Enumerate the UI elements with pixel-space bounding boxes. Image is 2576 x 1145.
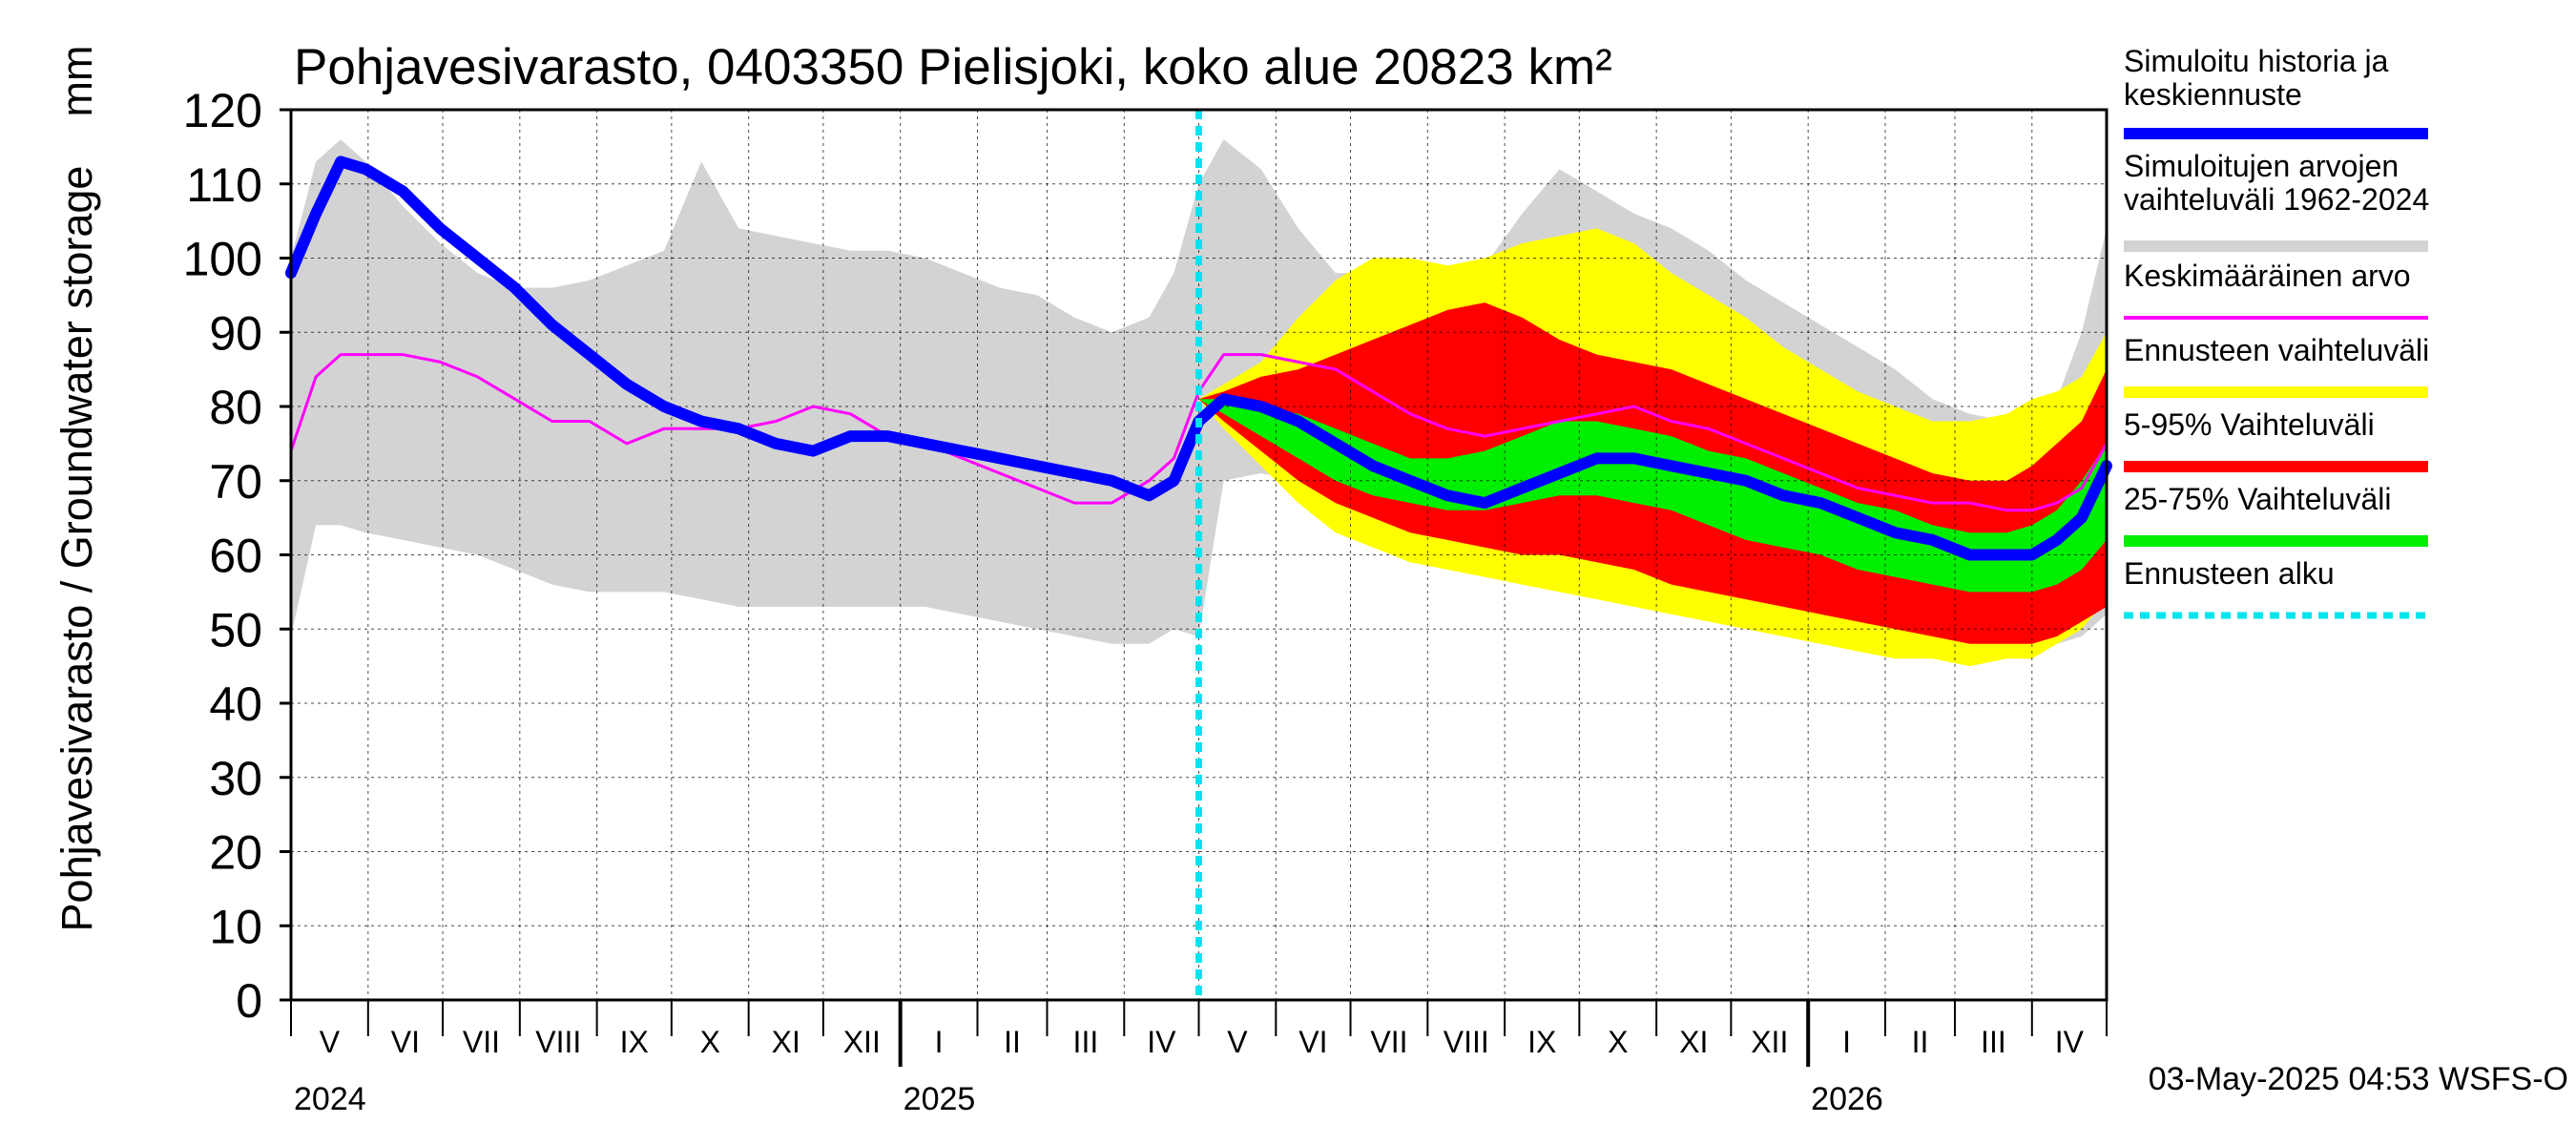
y-tick-label: 70: [209, 455, 262, 509]
legend-label: Ennusteen vaihteluväli: [2124, 333, 2429, 367]
y-tick-label: 80: [209, 381, 262, 434]
footer-timestamp: 03-May-2025 04:53 WSFS-O: [2149, 1061, 2568, 1097]
y-tick-label: 110: [186, 158, 262, 212]
chart-title: Pohjavesivarasto, 0403350 Pielisjoki, ko…: [294, 39, 1612, 95]
month-label: III: [1073, 1025, 1099, 1059]
y-axis-unit: mm: [52, 46, 101, 117]
y-tick-label: 50: [209, 603, 262, 656]
month-label: IX: [620, 1025, 649, 1059]
month-label: XI: [772, 1025, 800, 1059]
legend: Simuloitu historia ja keskiennuste Simuloi…: [2124, 44, 2429, 619]
month-label: V: [320, 1025, 341, 1059]
month-label: XI: [1679, 1025, 1708, 1059]
year-label: 2026: [1811, 1081, 1883, 1117]
month-label: IX: [1527, 1025, 1556, 1059]
month-label: II: [1912, 1025, 1929, 1059]
year-label: 2025: [904, 1081, 976, 1117]
month-label: VIII: [1444, 1025, 1489, 1059]
y-tick-label: 10: [209, 900, 262, 953]
month-label: VI: [1298, 1025, 1327, 1059]
month-label: III: [1981, 1025, 2006, 1059]
month-label: II: [1004, 1025, 1021, 1059]
legend-label: Keskimääräinen arvo: [2124, 259, 2411, 293]
legend-label: 5-95% Vaihteluväli: [2124, 407, 2375, 442]
y-tick-label: 120: [183, 84, 262, 137]
year-label: 2024: [294, 1081, 366, 1117]
month-label: VII: [1370, 1025, 1407, 1059]
month-label: XII: [1751, 1025, 1788, 1059]
legend-label: Simuloitujen arvojen vaihteluväli 1962-20…: [2124, 149, 2429, 217]
month-label: IV: [2055, 1025, 2085, 1059]
y-tick-label: 100: [183, 233, 262, 286]
y-tick-label: 60: [209, 530, 262, 583]
month-label: XII: [843, 1025, 881, 1059]
grid-lines: [291, 109, 2107, 1000]
month-label: VII: [463, 1025, 500, 1059]
y-tick-label: 0: [236, 974, 262, 1028]
month-label: IV: [1147, 1025, 1176, 1059]
y-tick-label: 90: [209, 306, 262, 360]
y-tick-label: 40: [209, 677, 262, 731]
month-label: X: [1608, 1025, 1628, 1059]
y-tick-label: 30: [209, 752, 262, 805]
legend-label: Simuloitu historia ja keskiennuste: [2124, 44, 2389, 112]
y-axis: 0 10 20 30 40 50 60 70 80 90 100 110 120: [183, 84, 291, 1028]
x-axis: V VI VII VIII IX X XI XII I II III IV V VI VII VIII IX X X…: [290, 1000, 2108, 1117]
month-label: VIII: [535, 1025, 581, 1059]
y-axis-label: Pohjavesivarasto / Groundwater storage: [52, 166, 101, 932]
month-label: V: [1227, 1025, 1248, 1059]
y-tick-label: 20: [209, 826, 262, 880]
month-label: VI: [391, 1025, 420, 1059]
legend-label: 25-75% Vaihteluväli: [2124, 482, 2391, 516]
legend-label: Ennusteen alku: [2124, 556, 2335, 591]
month-label: I: [1842, 1025, 1851, 1059]
month-label: X: [700, 1025, 720, 1059]
series-lines: [285, 110, 2112, 1000]
month-label: I: [935, 1025, 944, 1059]
p25-75-range-band: [1198, 399, 2107, 593]
